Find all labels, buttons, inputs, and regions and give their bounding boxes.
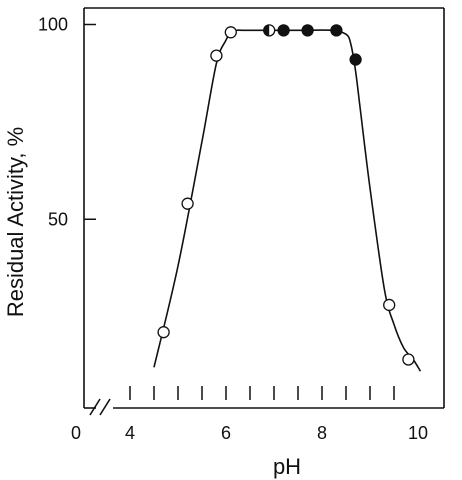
filled-circle-point (349, 53, 362, 66)
break-mark-left (89, 398, 101, 416)
break-mark-right (99, 398, 111, 416)
y-tick-label: 50 (48, 209, 68, 229)
fit-line (153, 29, 422, 372)
y-axis-label: Residual Activity, % (3, 127, 28, 317)
open-circle-point (181, 197, 194, 210)
data-markers (157, 24, 415, 366)
open-circle-point (383, 298, 396, 312)
filled-circle-point (301, 24, 314, 37)
x-tick-label: 6 (221, 423, 231, 443)
fitted-curve (153, 29, 422, 372)
open-circle-point (157, 326, 170, 339)
x-tick-label: 4 (125, 423, 135, 443)
open-circle-point (210, 49, 223, 62)
half-circle-fill (263, 24, 270, 36)
plot-frame (83, 7, 445, 409)
x-tick-label: 0 (71, 423, 81, 443)
x-tick-label: 8 (317, 423, 327, 443)
filled-circle-point (330, 24, 343, 37)
open-circle-point (402, 353, 415, 366)
x-axis-label: pH (273, 454, 301, 479)
filled-circle-point (277, 24, 290, 37)
x-tick-label: 10 (408, 423, 428, 443)
open-circle-point (224, 26, 237, 39)
y-tick-label: 100 (38, 15, 68, 35)
axis-break (84, 398, 111, 416)
x-ticks: 0 4 6 8 10 (71, 386, 428, 443)
y-ticks: 100 50 (38, 15, 96, 229)
half-filled-circle-point (263, 24, 276, 37)
